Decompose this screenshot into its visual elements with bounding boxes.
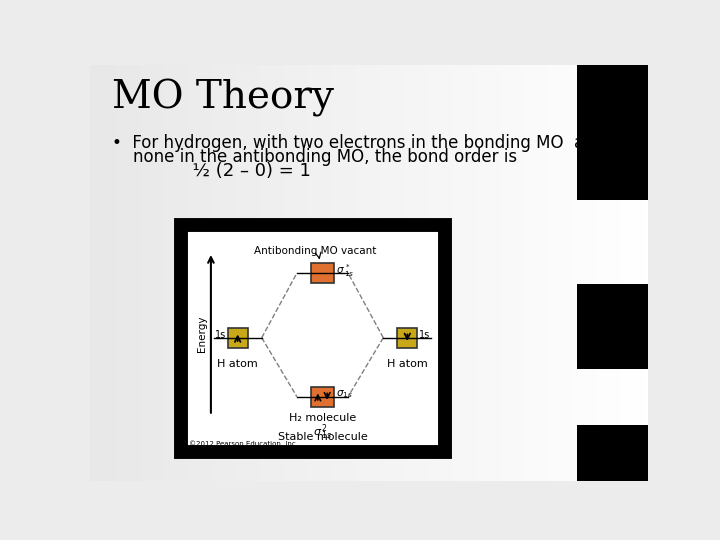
- Bar: [181, 225, 445, 452]
- Text: ©2012 Pearson Education, Inc.: ©2012 Pearson Education, Inc.: [189, 441, 298, 448]
- Text: ½ (2 – 0) = 1: ½ (2 – 0) = 1: [112, 162, 310, 180]
- Text: $\sigma\,^2_{1s}$: $\sigma\,^2_{1s}$: [312, 422, 333, 442]
- Text: H₂ molecule: H₂ molecule: [289, 413, 356, 423]
- Bar: [577, 65, 648, 200]
- Bar: [228, 328, 248, 348]
- Bar: [397, 328, 418, 348]
- Text: H atom: H atom: [217, 359, 258, 368]
- Text: •  For hydrogen, with two electrons in the bonding MO  and: • For hydrogen, with two electrons in th…: [112, 134, 605, 152]
- Text: none in the antibonding MO, the bond order is: none in the antibonding MO, the bond ord…: [112, 148, 517, 166]
- Text: 1s: 1s: [419, 330, 430, 340]
- Text: Stable molecule: Stable molecule: [278, 432, 367, 442]
- Text: Antibonding MO vacant: Antibonding MO vacant: [253, 246, 376, 256]
- Text: H atom: H atom: [387, 359, 428, 368]
- Text: 1s: 1s: [215, 330, 226, 340]
- Bar: [577, 425, 648, 481]
- Text: $\sigma\,^*_{1s}$: $\sigma\,^*_{1s}$: [336, 262, 355, 279]
- Bar: [311, 387, 334, 407]
- Bar: [577, 284, 648, 369]
- Bar: [311, 263, 334, 283]
- Text: $\sigma_{1s}$: $\sigma_{1s}$: [336, 388, 354, 400]
- Text: MO Theory: MO Theory: [112, 79, 333, 117]
- Text: Energy: Energy: [197, 316, 207, 352]
